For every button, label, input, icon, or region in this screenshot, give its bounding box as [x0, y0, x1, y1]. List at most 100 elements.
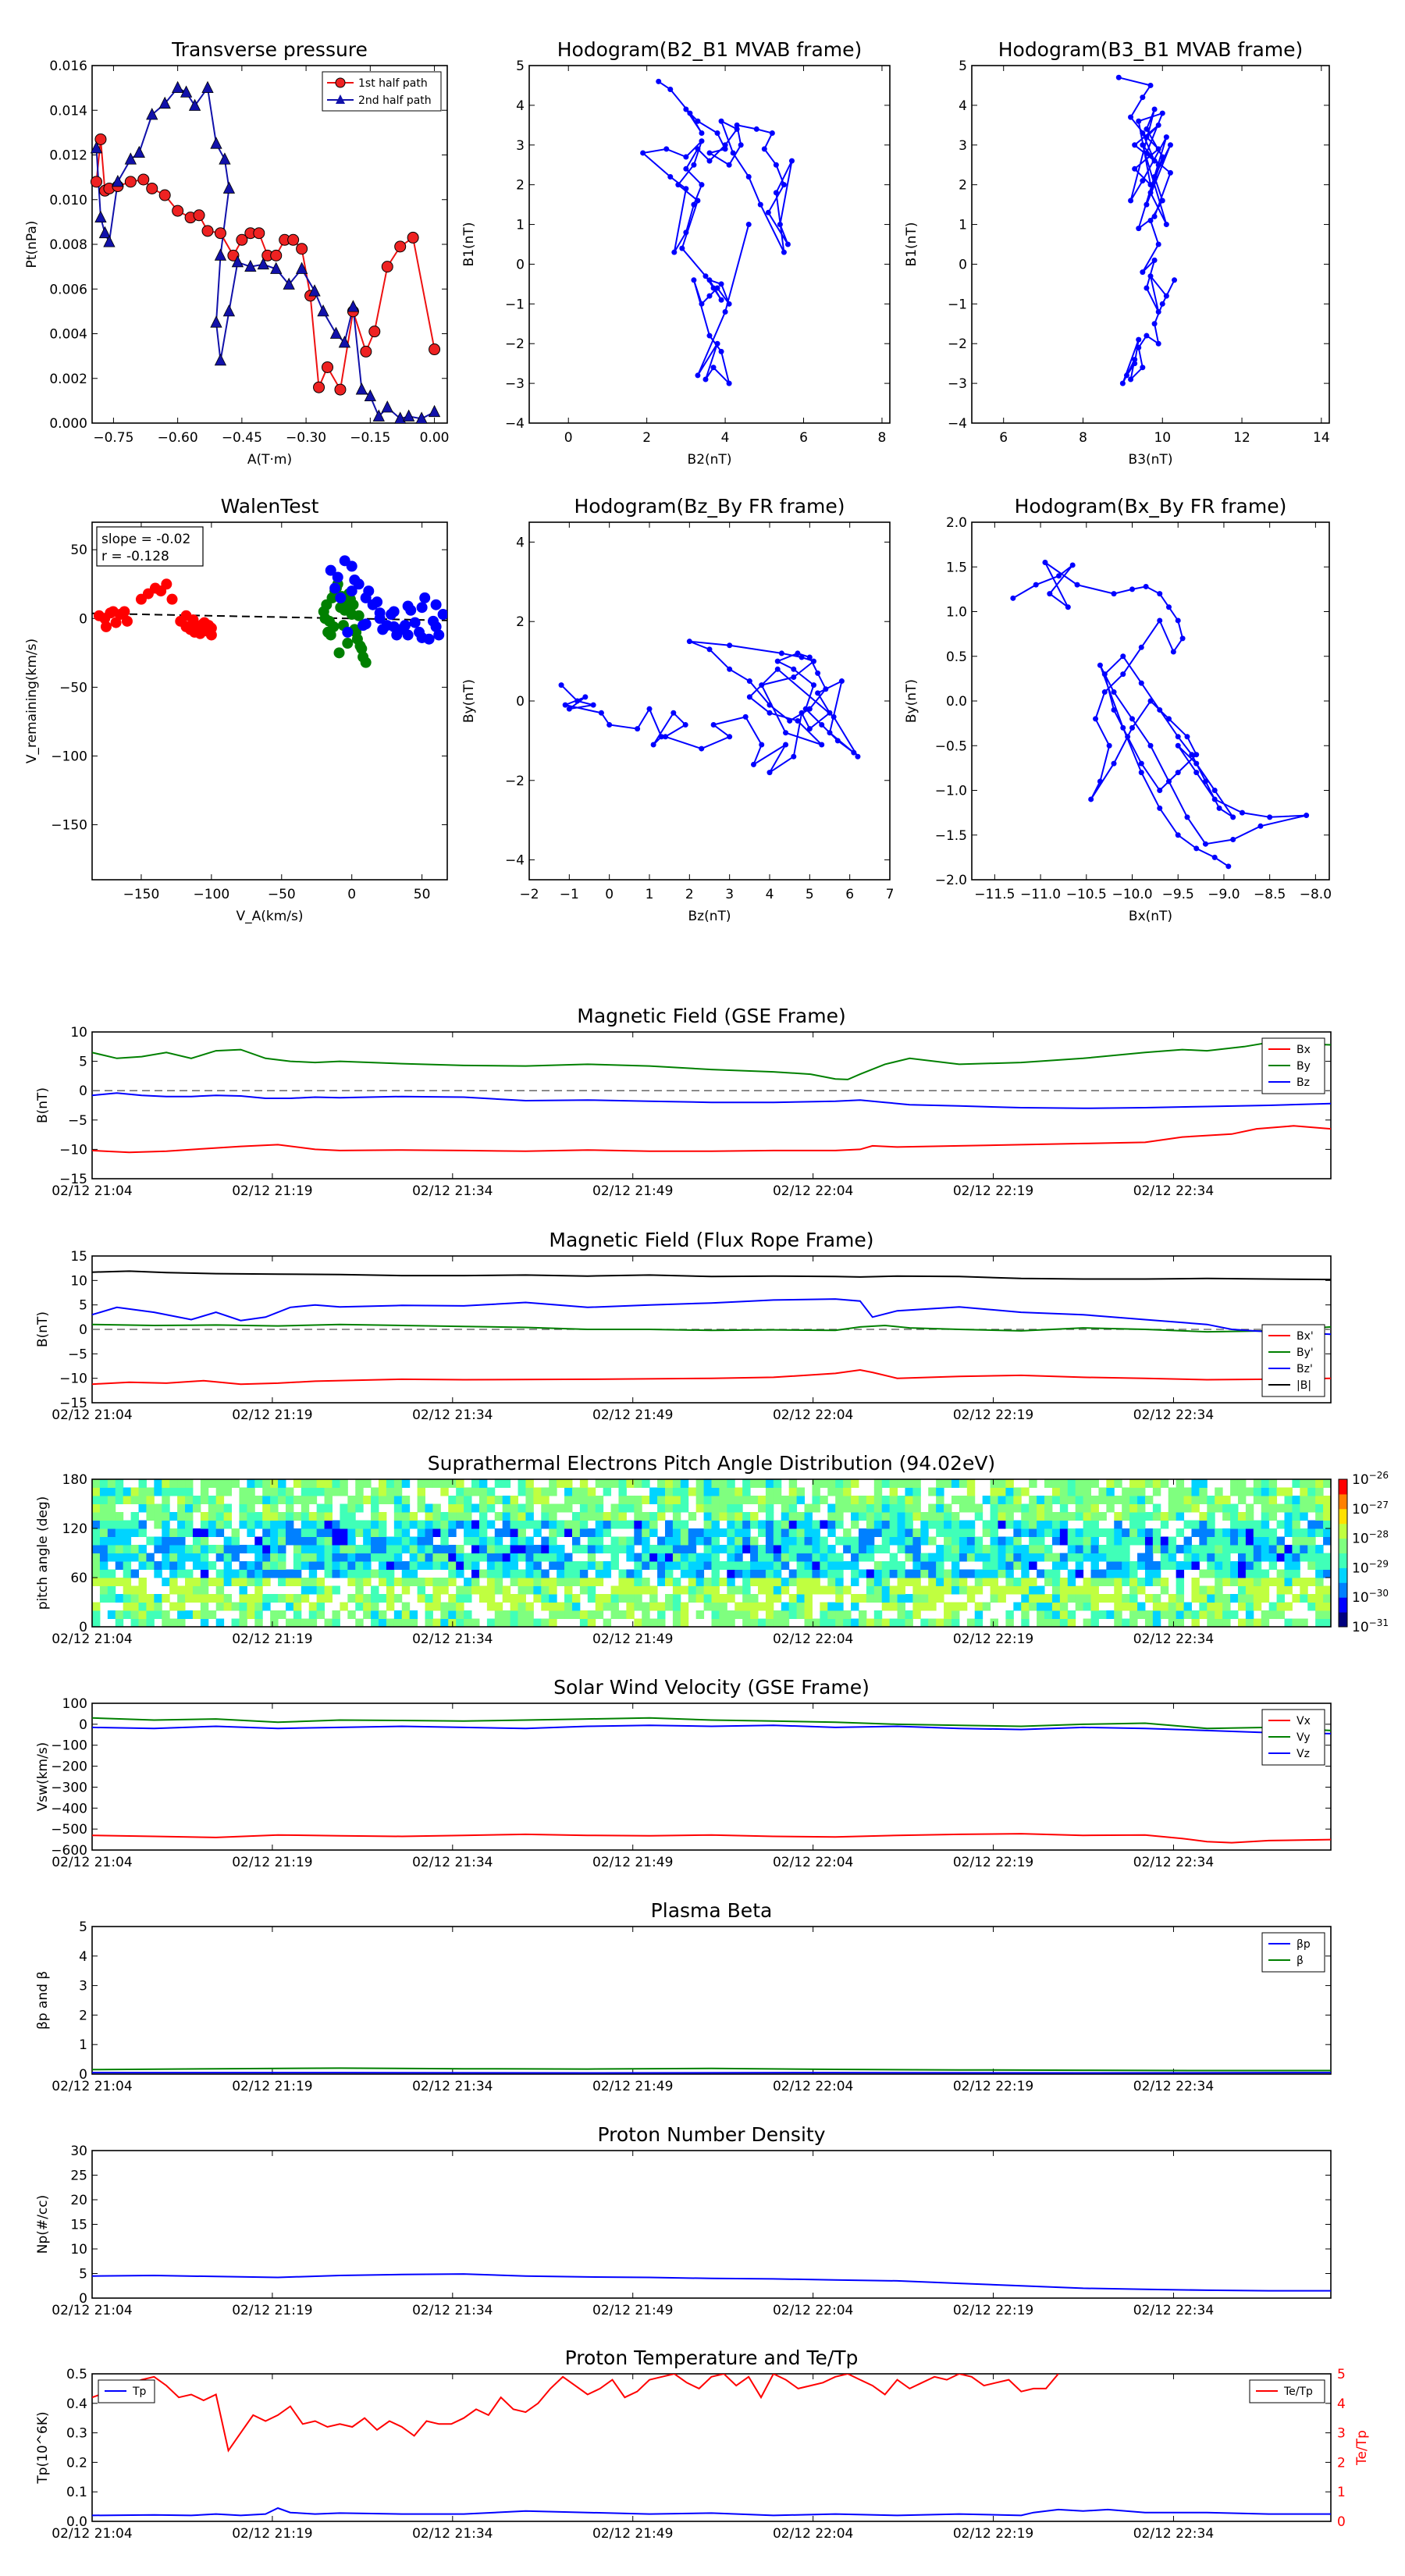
heatmap-cell — [363, 1520, 372, 1529]
heatmap-cell — [881, 1496, 891, 1504]
heatmap-cell — [525, 1545, 534, 1553]
heatmap-cell — [440, 1610, 449, 1619]
data-point — [582, 694, 589, 700]
data-point — [667, 173, 674, 180]
heatmap-cell — [1067, 1585, 1076, 1595]
heatmap-cell — [324, 1487, 333, 1496]
heatmap-cell — [1245, 1561, 1254, 1570]
heatmap-cell — [897, 1520, 905, 1529]
heatmap-cell — [920, 1520, 929, 1529]
heatmap-cell — [308, 1561, 318, 1570]
heatmap-cell — [1199, 1536, 1208, 1546]
heatmap-cell — [1276, 1487, 1285, 1496]
heatmap-cell — [162, 1578, 170, 1586]
heatmap-cell — [1051, 1520, 1061, 1529]
heatmap-cell — [804, 1594, 813, 1603]
heatmap-cell — [409, 1610, 418, 1619]
heatmap-cell — [727, 1496, 735, 1504]
data-point — [650, 742, 656, 748]
heatmap-cell — [642, 1545, 650, 1553]
heatmap-cell — [192, 1496, 201, 1504]
heatmap-cell — [471, 1553, 480, 1562]
legend-label: β — [1297, 1955, 1304, 1967]
heatmap-cell — [169, 1512, 178, 1521]
heatmap-cell — [1037, 1520, 1045, 1529]
heatmap-cell — [316, 1487, 325, 1496]
heatmap-cell — [471, 1528, 480, 1537]
data-point — [1144, 285, 1150, 291]
heatmap-cell — [1005, 1618, 1014, 1627]
heatmap-cell — [1222, 1553, 1231, 1562]
heatmap-cell — [308, 1569, 318, 1578]
time-tick-label: 02/12 22:34 — [1133, 1855, 1214, 1870]
x-axis-label: V_A(km/s) — [236, 909, 303, 924]
data-point — [558, 682, 564, 688]
heatmap-cell — [518, 1569, 526, 1578]
data-point — [695, 118, 701, 124]
heatmap-cell — [1268, 1503, 1278, 1513]
triangle-marker — [124, 152, 137, 165]
data-point — [788, 158, 795, 164]
heatmap-cell — [1199, 1569, 1208, 1578]
heatmap-cell — [363, 1610, 372, 1619]
heatmap-cell — [820, 1496, 828, 1504]
heatmap-cell — [587, 1512, 596, 1521]
data-point — [1056, 573, 1062, 579]
heatmap-cell — [146, 1503, 155, 1513]
heatmap-cell — [1044, 1594, 1053, 1603]
data-point — [722, 142, 728, 148]
heatmap-cell — [308, 1496, 318, 1504]
data-point — [746, 678, 752, 685]
heatmap-cell — [1307, 1578, 1316, 1586]
heatmap-cell — [680, 1602, 689, 1611]
heatmap-cell — [215, 1553, 225, 1562]
time-tick-label: 02/12 22:19 — [953, 1631, 1033, 1647]
heatmap-cell — [703, 1496, 712, 1504]
colorbar-tick-label: 10−31 — [1352, 1617, 1389, 1635]
x-tick-label: −100 — [194, 887, 230, 902]
heatmap-cell — [858, 1545, 867, 1553]
heatmap-cell — [192, 1528, 201, 1537]
y-tick-label: 60 — [70, 1571, 87, 1586]
heatmap-cell — [688, 1578, 697, 1586]
heatmap-cell — [1183, 1496, 1192, 1504]
heatmap-cell — [301, 1553, 310, 1562]
heatmap-cell — [409, 1561, 418, 1570]
heatmap-cell — [440, 1561, 449, 1570]
heatmap-cell — [858, 1536, 867, 1546]
heatmap-cell — [1191, 1528, 1200, 1537]
heatmap-cell — [456, 1610, 464, 1619]
heatmap-cell — [301, 1545, 310, 1553]
heatmap-cell — [1300, 1594, 1308, 1603]
heatmap-cell — [610, 1545, 619, 1553]
y-tick-label: 0.004 — [49, 327, 87, 343]
triangle-marker — [98, 226, 112, 239]
x-tick-label: 10 — [1154, 430, 1171, 446]
heatmap-cell — [1307, 1496, 1316, 1504]
heatmap-cell — [378, 1578, 387, 1586]
heatmap-cell — [1261, 1512, 1270, 1521]
triangle-marker — [403, 409, 415, 422]
heatmap-cell — [486, 1585, 496, 1595]
heatmap-cell — [618, 1578, 627, 1586]
panel-title: Hodogram(B2_B1 MVAB frame) — [557, 38, 863, 61]
heatmap-cell — [905, 1610, 913, 1619]
heatmap-cell — [409, 1618, 418, 1627]
heatmap-cell — [1075, 1496, 1084, 1504]
y-tick-label: −2 — [505, 774, 525, 789]
heatmap-cell — [1083, 1594, 1092, 1603]
heatmap-cell — [425, 1553, 433, 1562]
heatmap-cell — [502, 1610, 511, 1619]
heatmap-cell — [610, 1594, 619, 1603]
heatmap-cell — [393, 1503, 403, 1513]
data-point — [671, 249, 678, 255]
heatmap-cell — [571, 1578, 581, 1586]
data-point — [1165, 604, 1172, 610]
heatmap-cell — [1215, 1487, 1223, 1496]
heatmap-cell — [285, 1487, 294, 1496]
heatmap-cell — [146, 1512, 155, 1521]
heatmap-cell — [1075, 1545, 1084, 1553]
circle-marker — [90, 176, 102, 188]
heatmap-cell — [285, 1536, 294, 1546]
heatmap-cell — [107, 1594, 116, 1603]
